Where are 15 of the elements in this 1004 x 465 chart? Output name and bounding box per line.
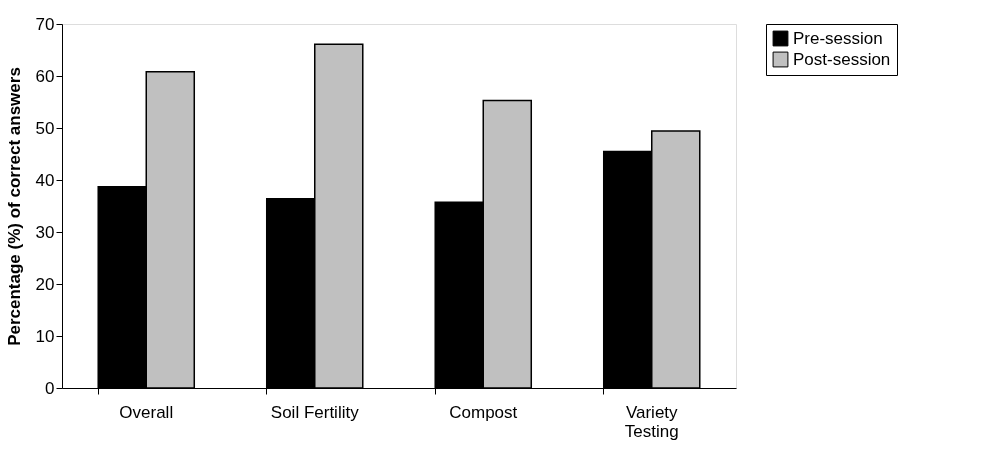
y-tick-label: 30: [35, 222, 55, 242]
y-tick-label: 20: [35, 274, 55, 294]
x-tick-label: Compost: [449, 402, 518, 422]
y-tick-label: 50: [35, 118, 55, 138]
legend-label: Pre-session: [793, 28, 883, 48]
x-tick-label: Variety Testing: [624, 402, 679, 441]
y-tick-label: 60: [35, 66, 55, 86]
y-tick-label: 40: [35, 170, 55, 190]
y-tick-label: 0: [45, 378, 55, 398]
y-tick-label: 10: [35, 326, 55, 346]
y-tick-label: 70: [35, 14, 55, 34]
legend-label: Post-session: [793, 49, 891, 69]
x-tick-label: Overall: [119, 402, 174, 422]
y-axis-title: Percentage (%) of correct answers: [4, 67, 24, 346]
x-tick-label: Soil Fertility: [270, 402, 360, 422]
